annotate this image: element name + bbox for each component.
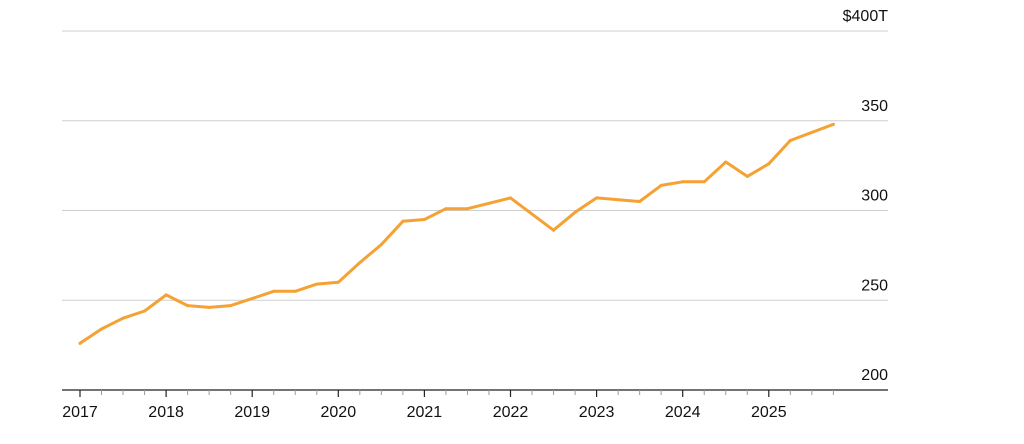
y-tick-label: 350 (861, 98, 888, 115)
data-point (638, 200, 642, 204)
data-point (724, 160, 728, 164)
data-point (552, 228, 556, 232)
data-point (422, 217, 426, 221)
y-tick-label: 250 (861, 277, 888, 294)
data-point (78, 341, 82, 345)
data-point (315, 282, 319, 286)
y-tick-label: $400T (843, 8, 889, 25)
data-point (121, 316, 125, 320)
data-point (573, 210, 577, 214)
data-point (788, 138, 792, 142)
data-point (767, 162, 771, 166)
y-axis-labels: 200 250 300 350 $400T (843, 8, 889, 384)
y-tick-label: 200 (861, 367, 888, 384)
x-tick-label: 2021 (407, 404, 443, 421)
y-tick-label: 300 (861, 188, 888, 205)
x-tick-label: 2023 (579, 404, 615, 421)
data-point (745, 174, 749, 178)
data-point (229, 304, 233, 308)
gridlines (62, 30, 888, 301)
data-point (143, 309, 147, 313)
data-point (509, 196, 512, 200)
data-point (164, 293, 168, 297)
data-point (358, 261, 362, 265)
series-line (78, 122, 835, 345)
data-point (293, 289, 297, 293)
data-point (379, 243, 383, 247)
data-point (595, 196, 599, 200)
data-point (336, 280, 340, 284)
data-point (186, 304, 190, 308)
data-point (207, 305, 211, 309)
data-point (487, 201, 491, 205)
data-point (659, 183, 663, 187)
x-tick-label: 2025 (751, 404, 787, 421)
data-point (444, 207, 448, 211)
x-tick-label: 2019 (234, 404, 270, 421)
x-tick-label: 2020 (321, 404, 357, 421)
data-point (272, 289, 276, 293)
data-point (681, 180, 685, 184)
series-layer (78, 122, 835, 345)
data-point (465, 207, 469, 211)
data-point (250, 296, 254, 300)
data-point (702, 180, 706, 184)
data-point (831, 122, 835, 126)
x-axis: 2017 2018 2019 2020 2021 2022 2023 2024 2025 (62, 389, 888, 421)
x-tick-label: 2017 (62, 404, 98, 421)
x-tick-label: 2018 (148, 404, 184, 421)
data-point (401, 219, 405, 223)
data-point (100, 327, 104, 331)
x-tick-label: 2024 (665, 404, 701, 421)
x-tick-label: 2022 (493, 404, 529, 421)
